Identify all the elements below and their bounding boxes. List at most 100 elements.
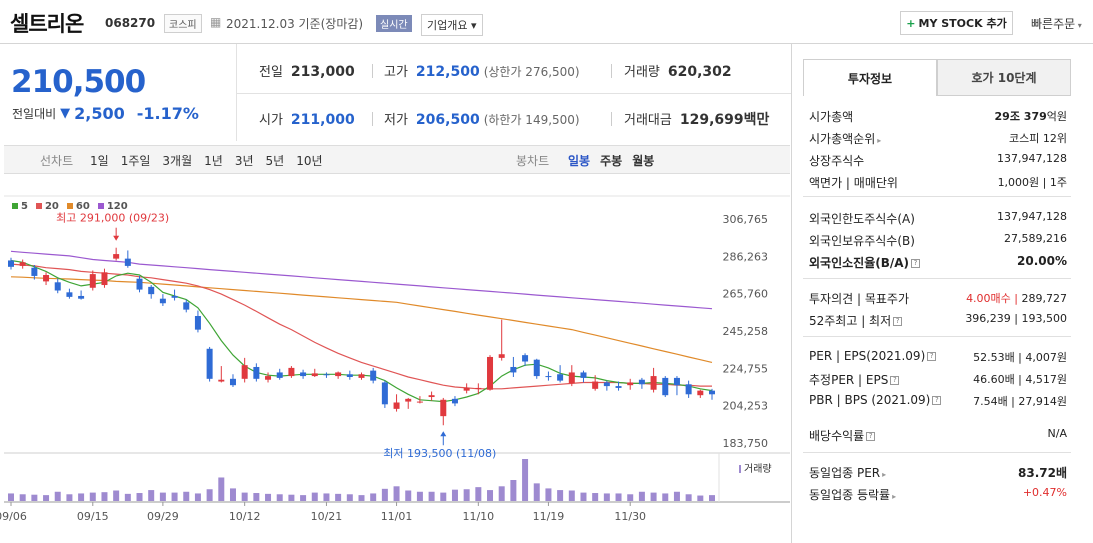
high-price: 고가 212,500 (상한가 276,500) xyxy=(384,61,580,80)
volume-bar xyxy=(487,490,494,501)
tab-order-book[interactable]: 호가 10단계 xyxy=(937,59,1071,96)
info-row: 시가총액 29조 379억원 xyxy=(809,108,1067,125)
legend-item-ma120[interactable]: 120 xyxy=(97,201,128,212)
volume-bar xyxy=(171,492,178,501)
chevron-right-icon[interactable]: ▸ xyxy=(892,492,897,501)
info-value-text: 52.53배 | 4,007원 xyxy=(973,351,1067,364)
high-arrow-head xyxy=(113,235,120,241)
info-key-text: 시가총액 xyxy=(809,110,854,124)
volume-bar xyxy=(241,492,248,501)
legend-item-ma60[interactable]: 60 xyxy=(66,201,90,212)
x-tick-label: 10/21 xyxy=(311,510,343,523)
price-chart[interactable]: 306,765 286,263 265,760 245,258 224,755 204,2… xyxy=(0,190,790,530)
legend-item-ma5[interactable]: 5 xyxy=(12,201,28,212)
volume-bar xyxy=(43,495,50,501)
volume-bar xyxy=(416,491,423,501)
legend-item-ma20[interactable]: 20 xyxy=(35,201,59,212)
my-stock-add-button[interactable]: + MY STOCK 추가 xyxy=(900,11,1013,35)
period-tab-5[interactable]: 5년 xyxy=(265,154,285,168)
volume-bar xyxy=(428,491,435,501)
info-key: PBR | BPS (2021.09)? xyxy=(809,393,942,409)
candle-body xyxy=(451,398,458,404)
low-label: 저가 xyxy=(384,113,408,128)
ma-line-60 xyxy=(10,276,713,363)
candle-tab-0[interactable]: 일봉 xyxy=(568,154,591,168)
chart-legend: 5 20 60 120 xyxy=(12,201,128,212)
period-tab-6[interactable]: 10년 xyxy=(296,154,323,168)
volume-bar xyxy=(335,493,342,501)
volume-bar xyxy=(638,491,645,501)
volume-bar xyxy=(451,489,458,501)
candle-body xyxy=(463,387,470,391)
volume-bar xyxy=(475,487,482,501)
candle-body xyxy=(335,372,342,377)
info-row: PER | EPS(2021.09)? 52.53배 | 4,007원 xyxy=(809,349,1067,365)
volume-legend-label: 거래량 xyxy=(744,463,772,475)
help-icon[interactable]: ? xyxy=(866,432,876,441)
info-key-text: 시가총액순위 xyxy=(809,132,876,146)
volume-bar xyxy=(568,490,575,501)
candle-body xyxy=(498,354,505,358)
legend-label: 120 xyxy=(106,201,128,212)
candle-body xyxy=(19,262,26,266)
corp-overview-button[interactable]: 기업개요 ▾ xyxy=(421,14,483,36)
help-icon[interactable]: ? xyxy=(927,352,937,361)
candle-body xyxy=(300,372,307,377)
info-value: 29조 379억원 xyxy=(995,108,1067,125)
chevron-right-icon[interactable]: ▸ xyxy=(882,470,887,479)
quick-order-button[interactable]: 빠른주문 ▾ xyxy=(1031,15,1082,32)
change-amount: 2,500 xyxy=(74,104,125,123)
chevron-right-icon[interactable]: ▸ xyxy=(877,136,882,145)
header-divider xyxy=(0,43,1093,44)
change-percent: -1.17% xyxy=(136,104,199,123)
period-tab-3[interactable]: 1년 xyxy=(204,154,223,168)
x-tick-label: 11/10 xyxy=(462,510,494,523)
low-value: 206,500 xyxy=(415,112,480,128)
volume-bar xyxy=(405,490,412,501)
stock-name: 셀트리온 xyxy=(10,12,84,36)
open-price: 시가 211,000 xyxy=(259,109,355,128)
help-icon[interactable]: ? xyxy=(911,259,921,268)
volume-bar xyxy=(650,492,657,501)
candle-body xyxy=(194,315,201,330)
volume-bar xyxy=(697,495,704,501)
volume-bar xyxy=(54,491,61,501)
period-tab-0[interactable]: 1일 xyxy=(90,154,109,168)
info-key: 동일업종 PER ▸ xyxy=(809,464,886,481)
candle-body xyxy=(638,379,645,385)
y-tick-label: 286,263 xyxy=(723,250,769,263)
candle-tab-2[interactable]: 월봉 xyxy=(632,154,655,168)
section-divider xyxy=(803,278,1071,279)
x-tick-label: 10/12 xyxy=(229,510,261,523)
candle-body xyxy=(241,365,248,379)
candle-body xyxy=(101,272,108,286)
base-date: 2021.12.03 기준(장마감) xyxy=(226,17,364,31)
info-value-text: 7.54배 | 27,914원 xyxy=(973,395,1067,408)
candle-tab-1[interactable]: 주봉 xyxy=(600,154,623,168)
tab-invest-info[interactable]: 투자정보 xyxy=(803,59,937,96)
help-icon[interactable]: ? xyxy=(890,376,900,385)
volume-bar xyxy=(627,494,634,501)
candle-body xyxy=(66,292,73,297)
info-value-text: 억원 xyxy=(1046,110,1067,123)
volume-bar xyxy=(148,490,155,501)
volume-bar xyxy=(592,493,599,501)
high-label: 고가 xyxy=(384,65,408,80)
period-tab-4[interactable]: 3년 xyxy=(234,154,254,168)
volume-bar xyxy=(66,494,73,501)
help-icon[interactable]: ? xyxy=(932,396,942,405)
candle-body xyxy=(183,302,190,310)
realtime-badge[interactable]: 실시간 xyxy=(376,15,412,32)
candle-body xyxy=(89,274,96,288)
info-row: 배당수익률? N/A xyxy=(809,427,1067,444)
section-divider xyxy=(803,336,1071,337)
info-row: 시가총액순위 ▸ 코스피 12위 xyxy=(809,130,1067,147)
period-tab-2[interactable]: 3개월 xyxy=(162,154,193,168)
info-value: 27,589,216 xyxy=(1004,232,1067,249)
volume-bar xyxy=(580,492,587,501)
y-tick-label: 245,258 xyxy=(723,325,769,338)
info-row: PBR | BPS (2021.09)? 7.54배 | 27,914원 xyxy=(809,393,1067,409)
period-tab-1[interactable]: 1주일 xyxy=(120,154,151,168)
volume-legend-swatch xyxy=(739,465,741,473)
help-icon[interactable]: ? xyxy=(893,317,903,326)
